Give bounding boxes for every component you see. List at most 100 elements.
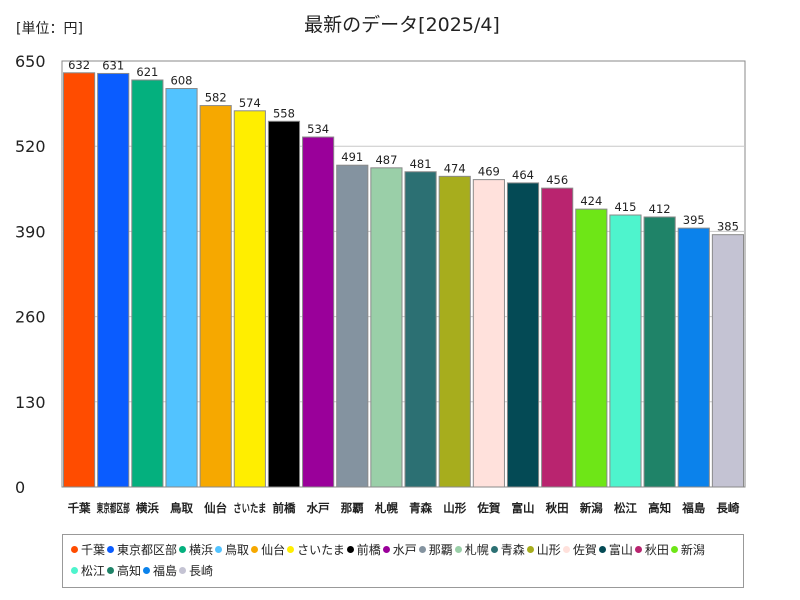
axis-layer: 0 130 260 390 520 650 xyxy=(15,52,46,497)
legend-label: 長崎 xyxy=(189,564,214,578)
bar-横浜 xyxy=(131,79,164,488)
bar-仙台 xyxy=(199,105,232,488)
legend-item: 鳥取 xyxy=(215,540,249,561)
x-tick-label: 秋田 xyxy=(546,501,569,515)
bar-さいたま xyxy=(233,110,266,488)
y-tick-label: 520 xyxy=(15,137,46,156)
legend-swatch xyxy=(526,546,534,553)
legend-swatch xyxy=(346,546,354,553)
legend-label: 青森 xyxy=(500,543,525,557)
legend-swatch xyxy=(598,546,606,553)
data-label: 621 xyxy=(136,65,158,79)
legend-label: 前橋 xyxy=(356,543,381,557)
x-tick-label: 仙台 xyxy=(204,501,227,515)
x-tick-label: 高知 xyxy=(648,501,671,515)
legend-swatch xyxy=(562,546,570,553)
legend-label: 千葉 xyxy=(81,543,106,557)
legend-swatch xyxy=(454,546,462,553)
data-label: 491 xyxy=(341,150,363,164)
x-tick-label: 那覇 xyxy=(341,501,364,515)
legend: 千葉 東京都区部 横浜 鳥取 仙台 さいたま 前橋 水戸 那覇 札幌 青森 山形 佐賀 富山 秋田 新潟松江高… xyxy=(62,534,744,588)
data-label: 534 xyxy=(307,122,329,136)
legend-item: 水戸 xyxy=(382,540,417,561)
x-tick-label: 佐賀 xyxy=(476,501,500,515)
legend-item: 新潟 xyxy=(670,540,705,561)
x-tick-label: 長崎 xyxy=(716,501,739,515)
grid-layer xyxy=(61,60,746,488)
legend-swatch xyxy=(382,546,390,553)
data-label: 412 xyxy=(649,202,671,216)
legend-swatch xyxy=(670,546,678,553)
legend-item: 横浜 xyxy=(179,540,213,561)
legend-item: 千葉 xyxy=(71,540,105,561)
data-label: 631 xyxy=(102,58,124,72)
legend-label: 佐賀 xyxy=(572,543,597,557)
bar-松江 xyxy=(609,214,642,488)
bar-鳥取 xyxy=(165,88,198,488)
legend-label: 札幌 xyxy=(464,543,489,557)
legend-item: 山形 xyxy=(526,540,561,561)
data-label: 415 xyxy=(614,200,636,214)
legend-label: 鳥取 xyxy=(225,543,250,557)
plot-area xyxy=(61,60,746,488)
legend-swatch xyxy=(634,546,642,553)
data-label: 474 xyxy=(444,161,466,175)
legend-label: 富山 xyxy=(608,543,633,557)
legend-label: 高知 xyxy=(117,564,142,578)
legend-item: 高知 xyxy=(107,561,141,582)
x-tick-label: さいたま xyxy=(233,501,266,515)
bar-富山 xyxy=(506,182,540,488)
data-label: 582 xyxy=(205,91,227,105)
legend-label: 横浜 xyxy=(189,543,214,557)
legend-swatch xyxy=(179,567,187,574)
x-tick-label: 札幌 xyxy=(374,501,398,515)
legend-item: 佐賀 xyxy=(562,540,597,561)
data-label: 608 xyxy=(171,74,193,88)
legend-item: 富山 xyxy=(598,540,633,561)
data-label: 456 xyxy=(546,173,568,187)
data-label: 469 xyxy=(478,165,500,179)
legend-swatch xyxy=(251,546,259,553)
bar-東京都区部 xyxy=(97,72,130,488)
chart-title: 最新のデータ[2025/4] xyxy=(304,14,500,36)
legend-label: 水戸 xyxy=(392,543,417,557)
x-tick-label: 青森 xyxy=(409,501,432,515)
label-layer: 632 千葉 631 東京都区部 621 横浜 608 鳥取 582 仙台 574 さいたま 558 前橋… xyxy=(68,58,740,515)
unit-label: [単位：円] xyxy=(16,21,83,37)
x-tick-label: 前橋 xyxy=(272,501,295,515)
x-tick-label: 山形 xyxy=(443,501,466,515)
bar-水戸 xyxy=(302,136,335,488)
bar-高知 xyxy=(643,216,676,488)
x-tick-label: 水戸 xyxy=(307,501,330,515)
legend-item: 前橋 xyxy=(346,540,381,561)
legend-item: 秋田 xyxy=(634,540,669,561)
y-tick-label: 130 xyxy=(15,393,46,412)
legend-label: さいたま xyxy=(297,543,345,557)
legend-label: 那覇 xyxy=(428,543,453,557)
legend-swatch xyxy=(107,546,115,553)
x-tick-label: 富山 xyxy=(512,501,535,515)
x-tick-label: 東京都区部 xyxy=(97,501,130,515)
bar-前橋 xyxy=(267,120,301,488)
bar-新潟 xyxy=(575,208,608,488)
data-label: 487 xyxy=(375,153,397,167)
legend-item: 福島 xyxy=(143,561,177,582)
legend-swatch xyxy=(418,546,426,553)
data-label: 574 xyxy=(239,96,261,110)
legend-label: 仙台 xyxy=(261,543,286,557)
x-tick-label: 鳥取 xyxy=(170,501,193,515)
data-label: 632 xyxy=(68,58,90,72)
bar-福島 xyxy=(677,227,710,488)
data-label: 385 xyxy=(717,220,739,234)
legend-item: 松江 xyxy=(71,561,105,582)
legend-label: 福島 xyxy=(153,564,178,578)
x-tick-label: 横浜 xyxy=(136,501,159,515)
legend-item: 青森 xyxy=(490,540,525,561)
legend-swatch xyxy=(71,567,78,574)
legend-item: 札幌 xyxy=(454,540,489,561)
bar-長崎 xyxy=(711,234,744,488)
legend-swatch xyxy=(71,546,78,553)
y-tick-label: 390 xyxy=(15,222,46,241)
